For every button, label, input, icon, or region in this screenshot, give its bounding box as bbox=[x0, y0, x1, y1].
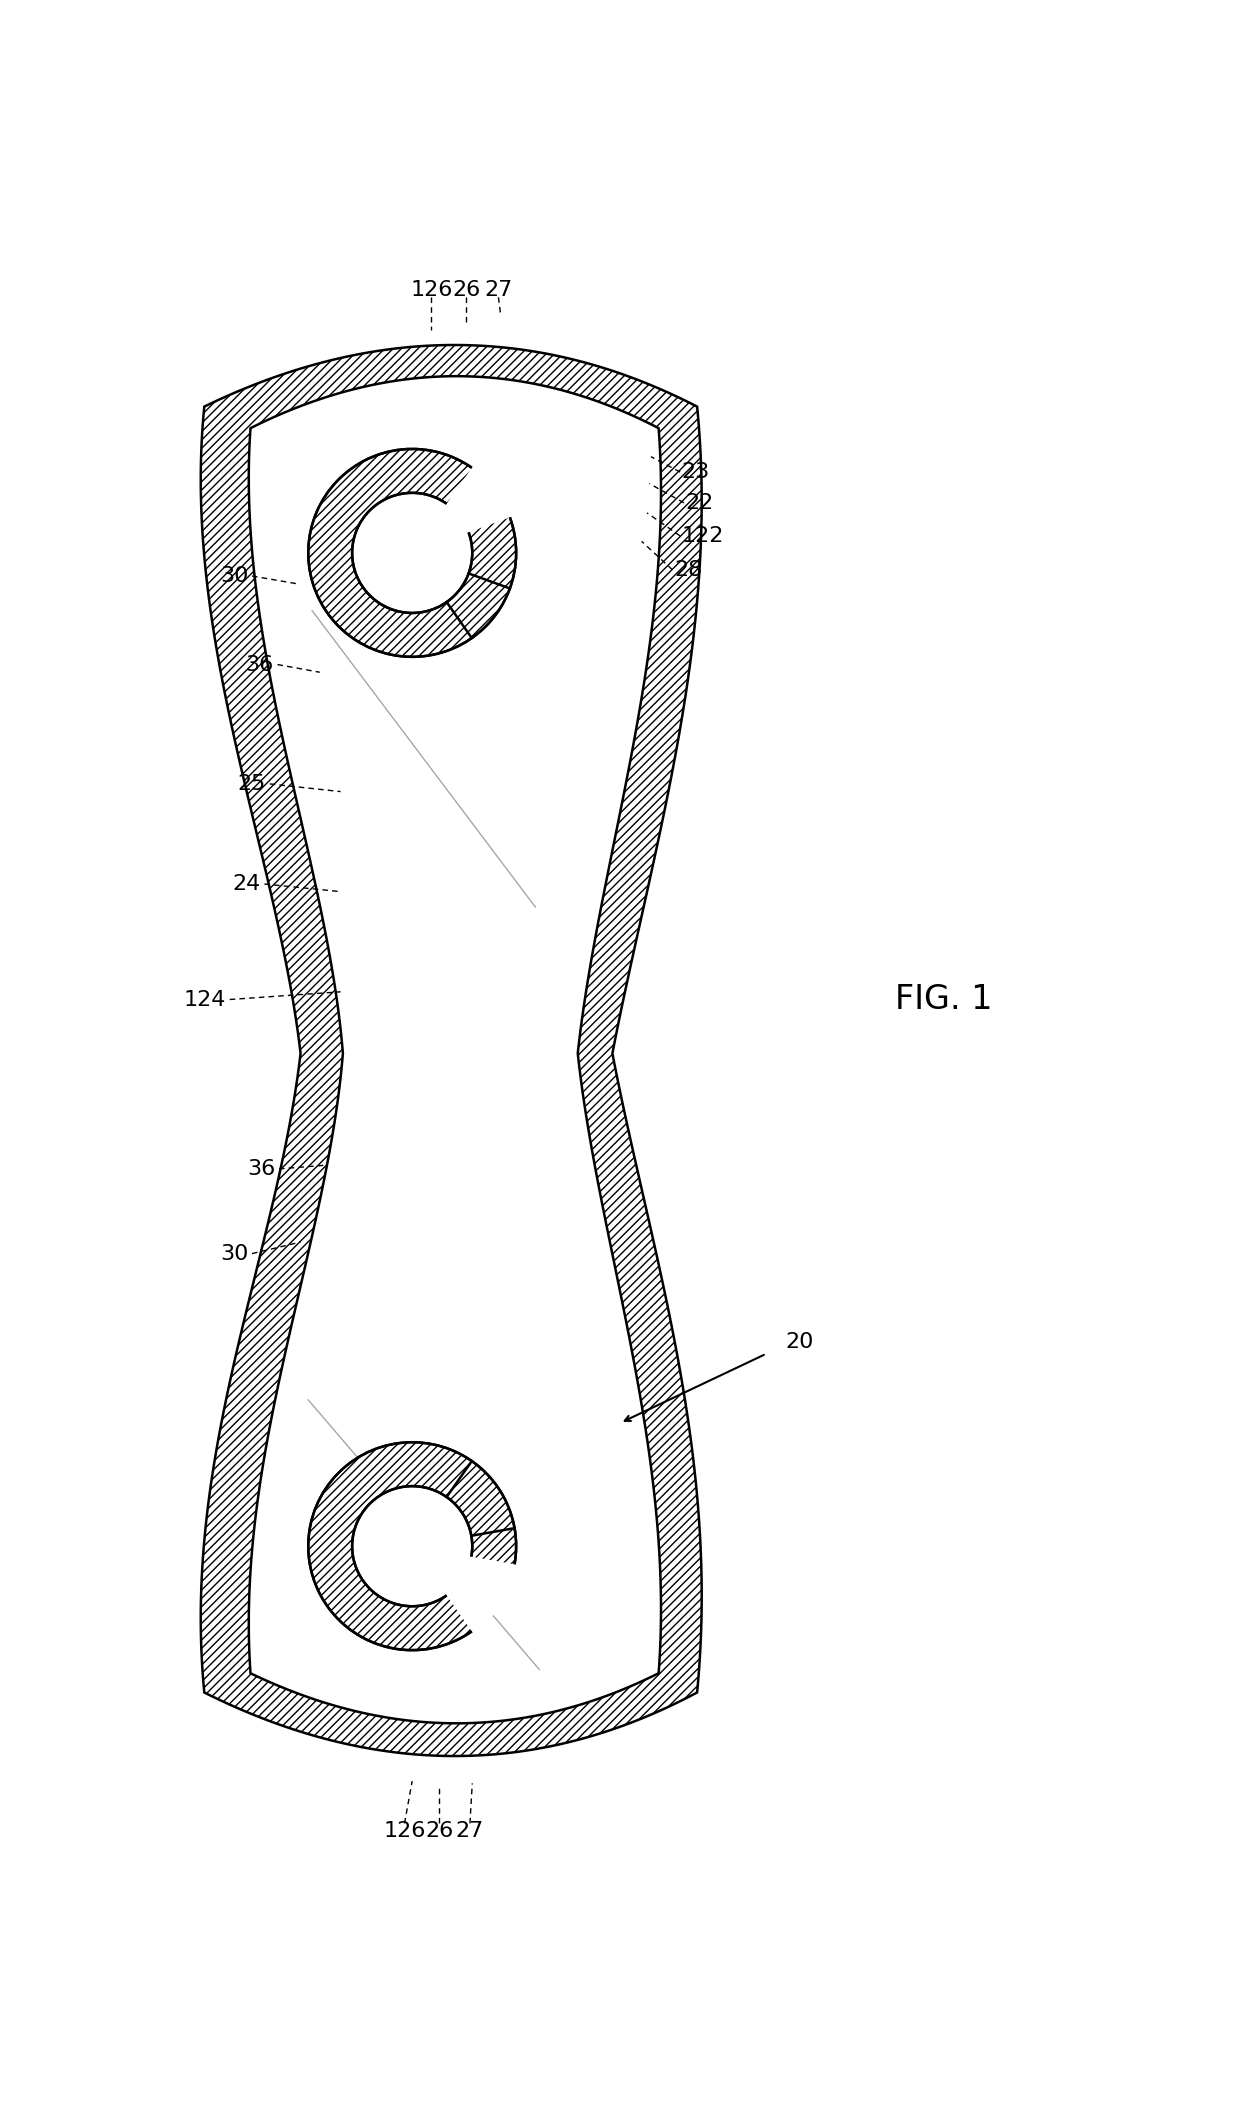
Text: 25: 25 bbox=[238, 775, 265, 794]
Text: 30: 30 bbox=[221, 1244, 249, 1263]
Wedge shape bbox=[445, 465, 512, 533]
Circle shape bbox=[352, 1486, 472, 1606]
Text: 24: 24 bbox=[232, 874, 260, 895]
Text: 26: 26 bbox=[451, 280, 480, 299]
Text: 23: 23 bbox=[682, 463, 711, 482]
Text: 126: 126 bbox=[383, 1821, 425, 1842]
Circle shape bbox=[352, 493, 472, 613]
Text: 26: 26 bbox=[425, 1821, 454, 1842]
Text: 30: 30 bbox=[221, 566, 249, 585]
Text: 27: 27 bbox=[456, 1821, 484, 1842]
Wedge shape bbox=[445, 1556, 517, 1633]
Text: 122: 122 bbox=[682, 526, 724, 545]
Circle shape bbox=[309, 448, 516, 657]
Text: 20: 20 bbox=[786, 1332, 813, 1351]
Text: 36: 36 bbox=[247, 1160, 275, 1179]
Polygon shape bbox=[201, 345, 702, 1756]
Text: 124: 124 bbox=[184, 989, 226, 1010]
Text: 28: 28 bbox=[675, 560, 702, 579]
Text: 36: 36 bbox=[246, 655, 274, 674]
Text: 22: 22 bbox=[686, 493, 714, 514]
Text: 126: 126 bbox=[410, 280, 453, 299]
Circle shape bbox=[309, 1442, 516, 1650]
Polygon shape bbox=[249, 377, 661, 1724]
Text: FIG. 1: FIG. 1 bbox=[895, 983, 992, 1017]
Text: 27: 27 bbox=[485, 280, 512, 299]
